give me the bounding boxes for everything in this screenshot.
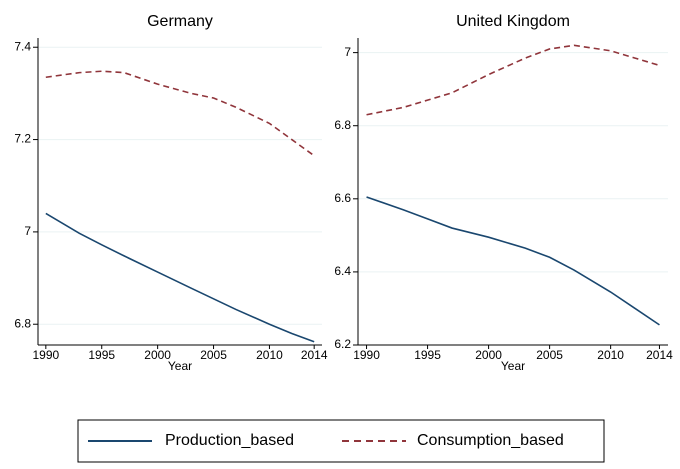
- x-tick-label: 1995: [414, 348, 441, 362]
- series-line: [45, 212, 315, 343]
- x-tick-label: 2000: [475, 348, 502, 362]
- x-tick-label: 2010: [597, 348, 624, 362]
- x-tick-label: 1990: [32, 348, 59, 362]
- series-line: [45, 70, 315, 157]
- x-axis-label: Year: [501, 359, 525, 373]
- series-line: [366, 196, 660, 326]
- y-tick-label: 7: [24, 224, 31, 238]
- chart-title: Germany: [147, 13, 213, 30]
- legend-label: Production_based: [165, 432, 294, 449]
- x-tick-label: 1990: [353, 348, 380, 362]
- y-tick-label: 7: [344, 45, 351, 59]
- y-tick-label: 7.4: [14, 39, 31, 53]
- y-tick-label: 6.2: [334, 337, 351, 351]
- x-tick-label: 2005: [200, 348, 227, 362]
- x-tick-label: 2000: [144, 348, 171, 362]
- x-tick-label: 2005: [536, 348, 563, 362]
- legend-box: [77, 419, 605, 463]
- y-tick-label: 6.6: [334, 191, 351, 205]
- x-tick-label: 2014: [301, 348, 328, 362]
- y-tick-label: 6.4: [334, 264, 351, 278]
- x-tick-label: 2014: [646, 348, 673, 362]
- y-tick-label: 7.2: [14, 132, 31, 146]
- y-tick-label: 6.8: [334, 118, 351, 132]
- x-tick-label: 1995: [88, 348, 115, 362]
- x-tick-label: 2010: [256, 348, 283, 362]
- series-line: [366, 44, 660, 116]
- legend-label: Consumption_based: [417, 432, 564, 449]
- chart-title: United Kingdom: [456, 13, 570, 30]
- x-axis-label: Year: [168, 359, 192, 373]
- y-tick-label: 6.8: [14, 316, 31, 330]
